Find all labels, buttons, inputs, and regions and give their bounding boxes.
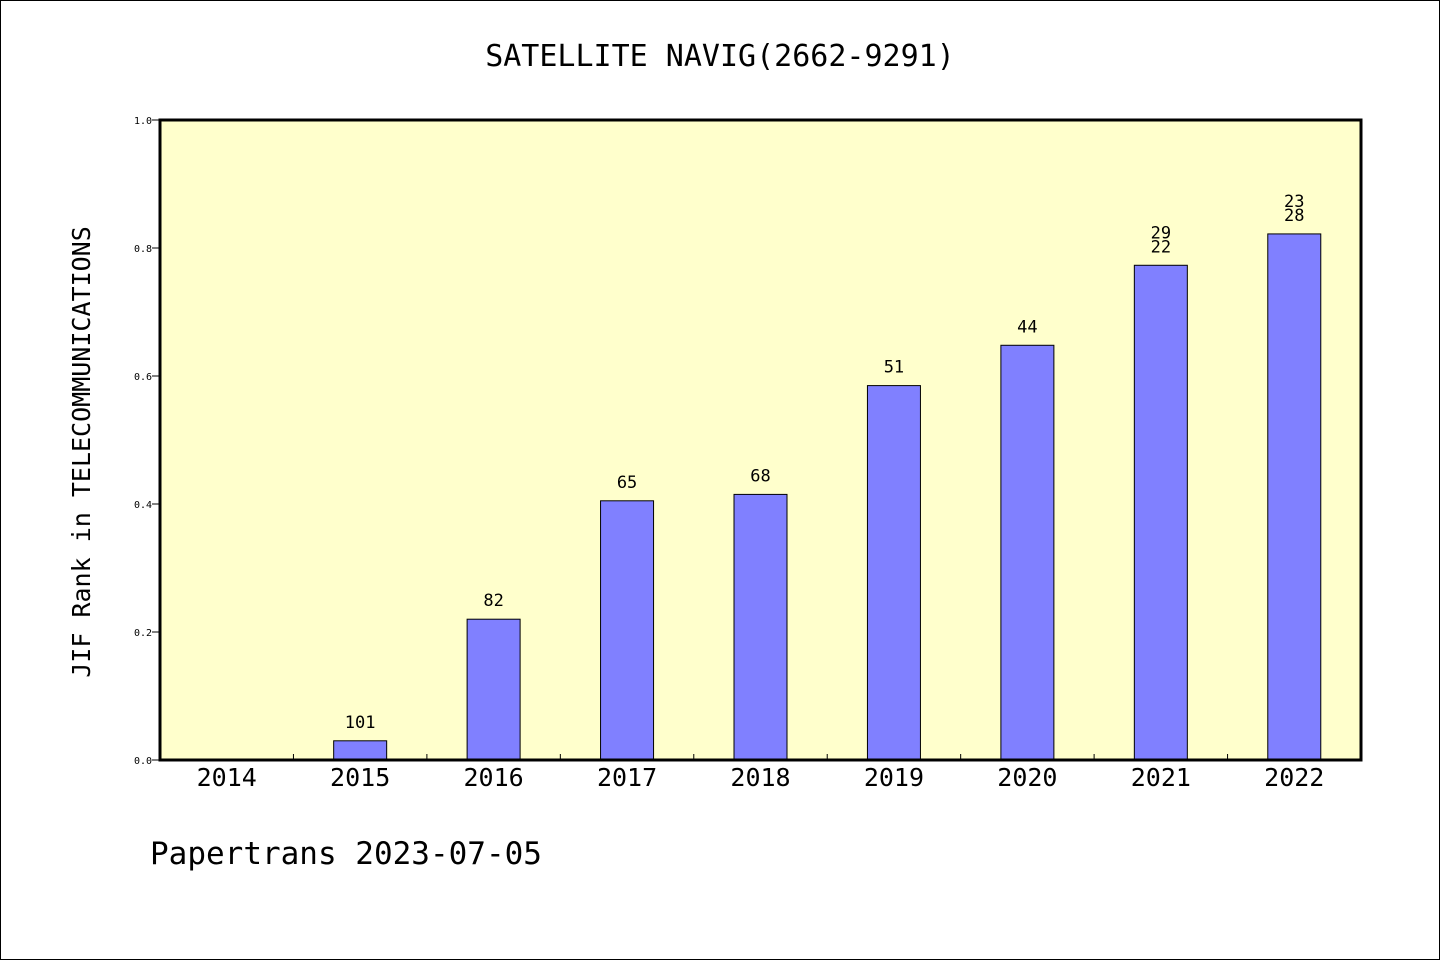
x-tick-label: 2016 xyxy=(464,763,524,792)
x-tick-label: 2015 xyxy=(330,763,390,792)
x-tick-label: 2021 xyxy=(1131,763,1191,792)
bar xyxy=(1267,233,1322,761)
bar-data-label: 28 xyxy=(1284,206,1304,226)
y-tick-label: 0.0 xyxy=(134,756,152,767)
bar xyxy=(333,740,388,761)
bar-data-label: 82 xyxy=(483,591,503,611)
bar-data-label: 44 xyxy=(1017,317,1037,337)
bar-data-label: 65 xyxy=(617,473,637,493)
footer-text: Papertrans 2023-07-05 xyxy=(150,836,542,872)
y-axis: 0.0 0.2 0.4 0.6 0.8 1.0 xyxy=(134,116,160,767)
bar-data-label: 23 xyxy=(1284,192,1304,212)
x-tick-label: 2017 xyxy=(597,763,657,792)
x-tick-label: 2022 xyxy=(1264,763,1324,792)
x-tick-label: 2020 xyxy=(997,763,1057,792)
bar-data-label: 101 xyxy=(345,713,376,733)
bar xyxy=(866,385,921,761)
bar-data-label: 51 xyxy=(884,358,904,378)
plot-border xyxy=(158,118,1363,762)
y-tick-label: 0.2 xyxy=(134,628,152,639)
y-tick-label: 0.8 xyxy=(134,244,152,255)
x-tick-label: 2019 xyxy=(864,763,924,792)
bar-data-label: 22 xyxy=(1151,237,1171,257)
bar xyxy=(1133,264,1188,761)
x-tick-label: 2018 xyxy=(730,763,790,792)
bars xyxy=(333,233,1322,761)
y-tick-label: 1.0 xyxy=(134,116,152,127)
bar-data-label: 29 xyxy=(1151,223,1171,243)
x-tick-label: 2014 xyxy=(197,763,257,792)
chart-title: SATELLITE NAVIG(2662-9291) xyxy=(485,39,955,74)
x-axis: 2014 2015 2016 2017 2018 2019 2020 2021 2022 xyxy=(197,754,1324,792)
bar xyxy=(1000,344,1055,761)
bar xyxy=(733,493,788,761)
bar xyxy=(466,618,521,761)
bar xyxy=(600,500,655,761)
y-tick-label: 0.4 xyxy=(134,500,152,511)
y-tick-label: 0.6 xyxy=(134,372,152,383)
y-axis-label: JIF Rank in TELECOMMUNICATIONS xyxy=(67,226,96,678)
bar-data-label: 68 xyxy=(750,466,770,486)
